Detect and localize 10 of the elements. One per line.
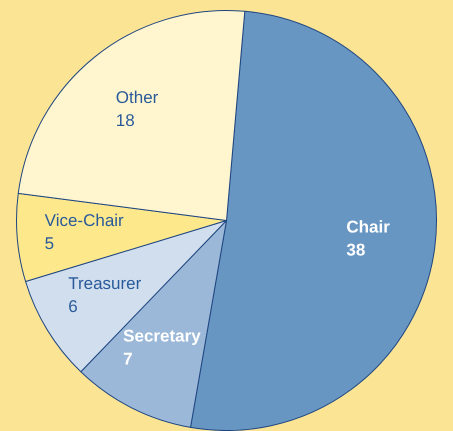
slice-label: Secretary — [123, 326, 202, 346]
slice-label: Chair — [346, 218, 390, 237]
slice-label: Vice-Chair — [44, 210, 124, 230]
data-label: 5 — [44, 234, 54, 253]
data-label: 38 — [346, 240, 366, 260]
slice-label: Treasurer — [68, 274, 142, 293]
data-label: 6 — [68, 296, 78, 316]
data-label: 18 — [116, 110, 135, 130]
data-label: 7 — [123, 350, 133, 369]
slice-label: Other — [116, 88, 159, 107]
